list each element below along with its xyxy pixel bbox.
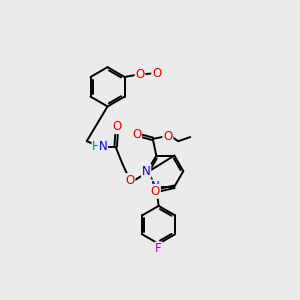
Text: N: N [99, 140, 107, 153]
Text: H: H [92, 140, 101, 153]
Text: O: O [125, 174, 135, 187]
Text: F: F [155, 242, 162, 255]
Text: N: N [142, 165, 151, 178]
Text: O: O [151, 185, 160, 198]
Text: N: N [151, 180, 160, 193]
Text: O: O [132, 128, 141, 141]
Text: O: O [163, 130, 172, 142]
Text: O: O [112, 120, 122, 133]
Text: O: O [135, 68, 145, 81]
Text: O: O [152, 67, 161, 80]
